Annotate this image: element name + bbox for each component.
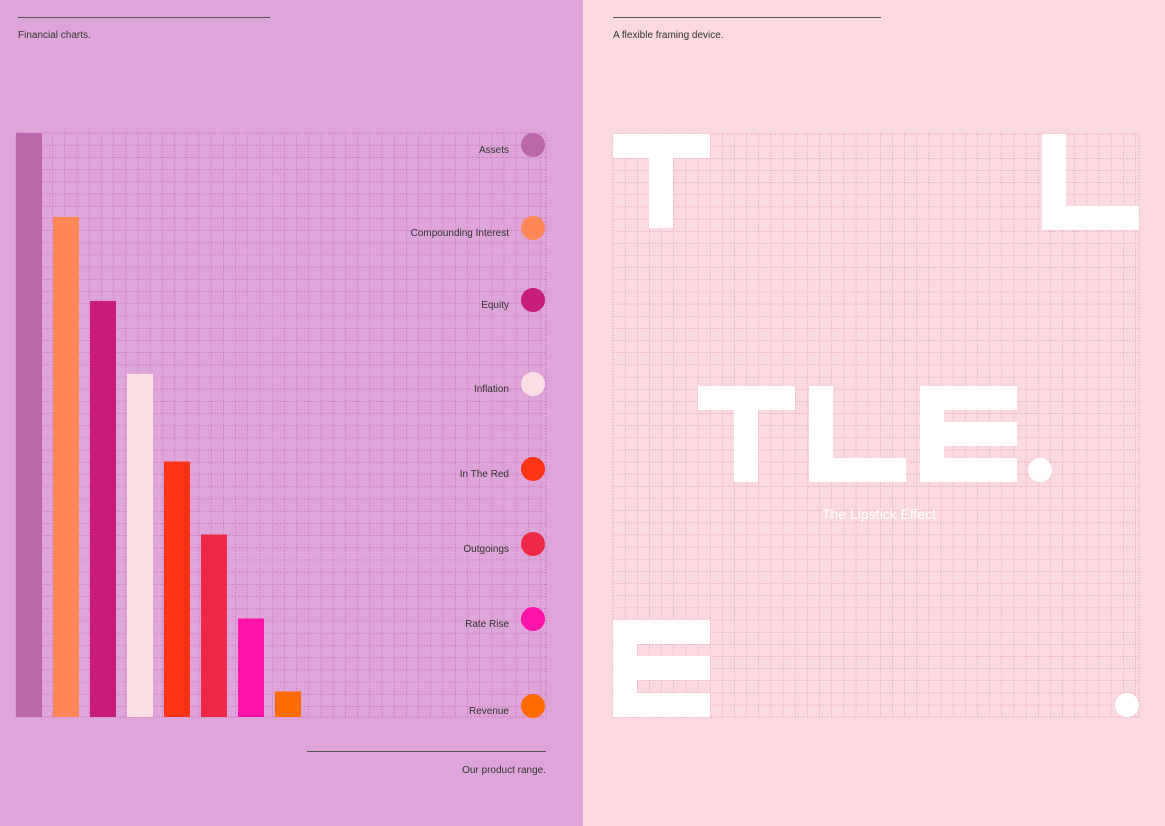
legend-label-rate-rise: Rate Rise <box>465 619 509 630</box>
bottom-rule <box>307 751 546 752</box>
left-footer: Our product range. <box>462 765 546 776</box>
corner-dot <box>1115 693 1139 717</box>
legend-label-inflation: Inflation <box>474 384 509 395</box>
bar-outgoings <box>201 534 227 717</box>
top-rule <box>18 17 270 18</box>
legend-dot-in-the-red <box>521 457 545 481</box>
legend-label-assets: Assets <box>479 145 509 156</box>
right-panel: A flexible framing device. The Lipstick … <box>583 0 1165 826</box>
legend-dot-compounding-interest <box>521 216 545 240</box>
logo-letter-t <box>698 386 795 482</box>
top-rule-right <box>613 17 881 18</box>
legend-label-equity: Equity <box>481 300 509 311</box>
bar-revenue <box>275 691 301 717</box>
logo-dot <box>1028 458 1052 482</box>
chart-bars <box>16 133 301 717</box>
pixel-letters <box>613 134 1139 717</box>
logo-letter-l <box>809 386 906 482</box>
legend-label-compounding-interest: Compounding Interest <box>411 228 510 239</box>
framing-grid: The Lipstick Effect <box>612 133 1140 718</box>
legend-dot-outgoings <box>521 532 545 556</box>
legend-dot-revenue <box>521 694 545 718</box>
tagline: The Lipstick Effect <box>822 506 936 522</box>
left-panel: Financial charts. Assets Compounding Inte… <box>0 0 583 826</box>
legend-label-in-the-red: In The Red <box>460 469 509 480</box>
bar-compounding-interest <box>53 216 79 717</box>
legend-label-revenue: Revenue <box>469 706 509 717</box>
legend-dot-inflation <box>521 372 545 396</box>
corner-letter-e <box>613 620 710 717</box>
logo-letter-e <box>920 386 1017 482</box>
legend-dot-assets <box>521 133 545 157</box>
legend-dot-equity <box>521 288 545 312</box>
corner-letter-l <box>1042 134 1139 230</box>
bar-chart: Assets Compounding Interest Equity Inflatio… <box>15 132 547 718</box>
bar-in-the-red <box>164 461 190 717</box>
left-heading: Financial charts. <box>18 30 91 41</box>
legend-label-outgoings: Outgoings <box>463 544 509 555</box>
bar-inflation <box>127 373 153 717</box>
chart-legend: Assets Compounding Interest Equity Inflatio… <box>411 133 545 718</box>
right-heading: A flexible framing device. <box>613 30 724 41</box>
legend-dot-rate-rise <box>521 607 545 631</box>
bar-assets <box>16 133 42 717</box>
corner-letter-t <box>613 134 710 228</box>
bar-equity <box>90 300 116 717</box>
bar-rate-rise <box>238 618 264 717</box>
